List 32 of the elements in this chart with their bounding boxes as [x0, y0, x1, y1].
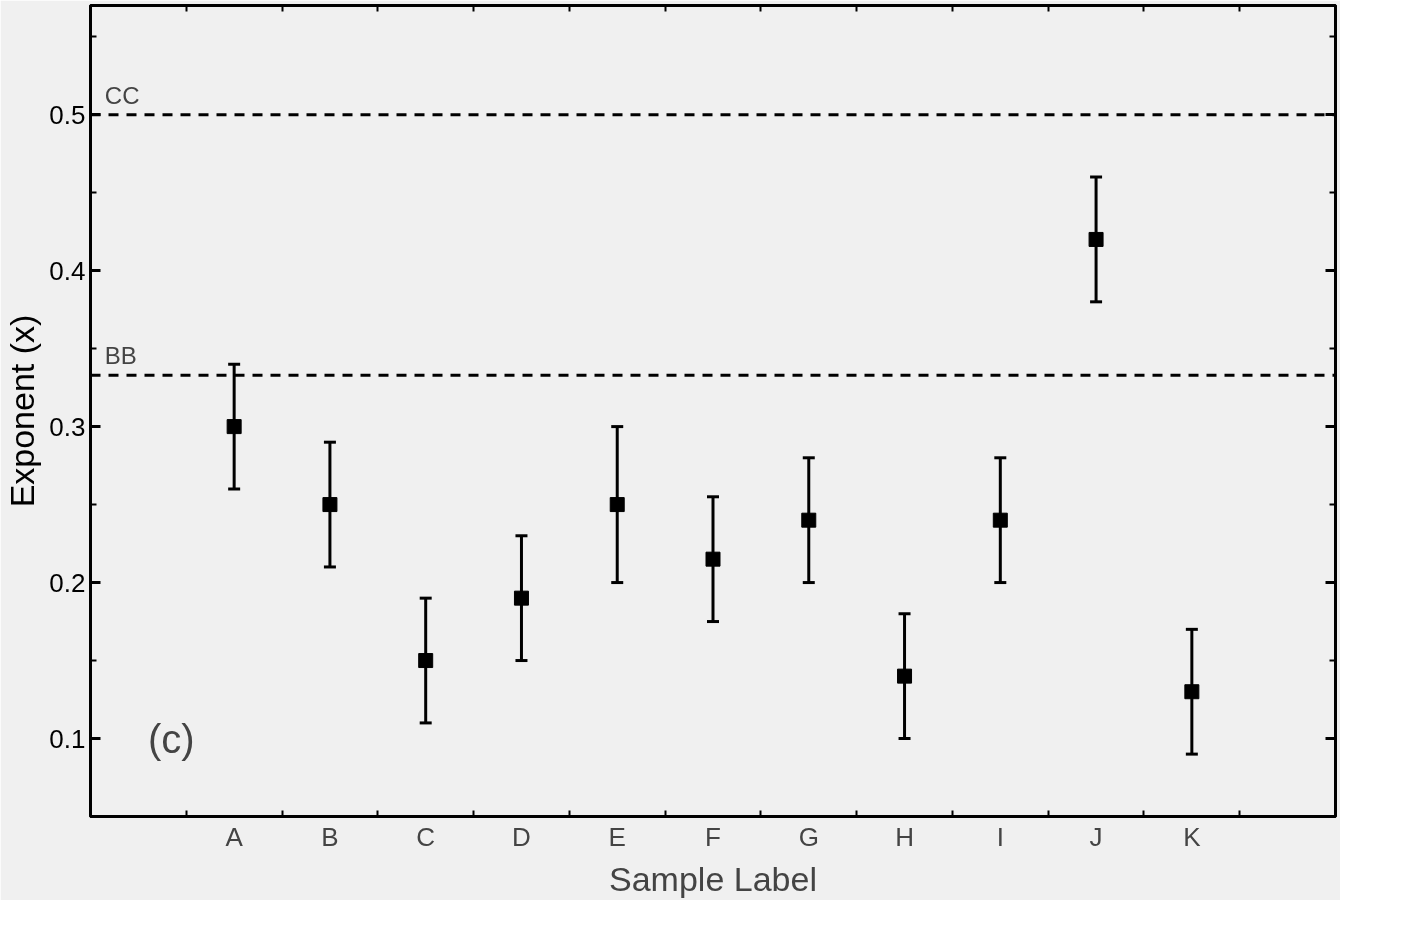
y-tick-label: 0.5: [49, 99, 86, 130]
ref-line-label: BB: [104, 342, 137, 370]
x-tick-label: C: [416, 821, 436, 852]
annotation: (c): [147, 716, 195, 761]
x-tick-label: G: [798, 821, 819, 852]
x-tick-label: B: [321, 821, 339, 852]
point: [418, 653, 434, 669]
point: [1088, 231, 1104, 247]
y-tick-label: 0.3: [49, 411, 86, 442]
y-tick-label: 0.2: [49, 567, 86, 598]
x-tick-label: A: [225, 821, 244, 852]
point: [609, 497, 625, 513]
point: [705, 551, 721, 567]
point: [897, 668, 913, 684]
y-tick-label: 0.1: [49, 723, 86, 754]
x-tick-label: H: [895, 821, 914, 852]
point: [513, 590, 529, 606]
x-tick-label: I: [996, 821, 1004, 852]
y-tick-label: 0.4: [49, 255, 86, 286]
point: [1184, 684, 1200, 700]
x-tick-label: E: [608, 821, 626, 852]
point: [322, 497, 338, 513]
x-tick-label: D: [512, 821, 531, 852]
x-axis-title: Sample Label: [609, 859, 817, 898]
y-axis-title: Exponent (x): [3, 314, 42, 508]
x-tick-label: J: [1089, 821, 1103, 852]
point: [226, 419, 242, 435]
ref-line-label: CC: [104, 81, 140, 109]
x-tick-label: F: [705, 821, 721, 852]
point: [801, 512, 817, 528]
x-tick-label: K: [1183, 821, 1202, 852]
point: [992, 512, 1008, 528]
